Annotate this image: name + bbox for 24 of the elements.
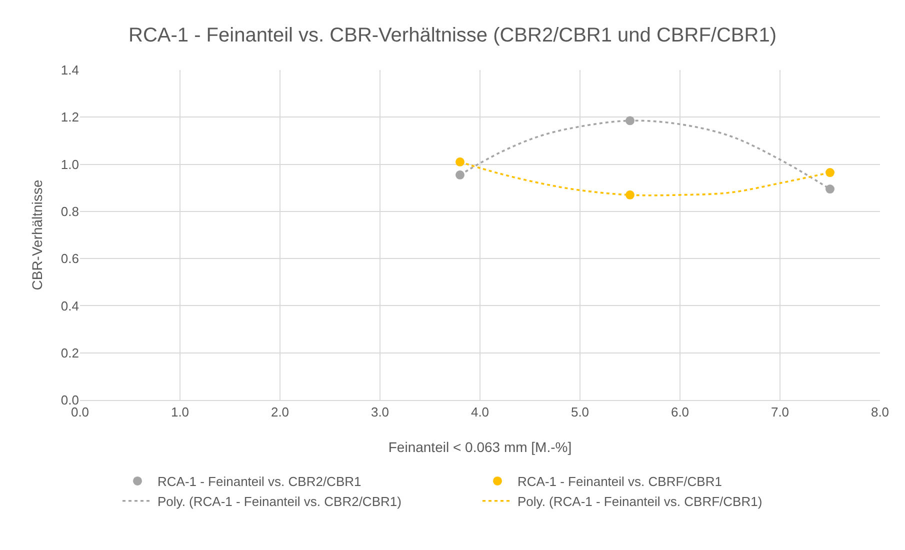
chart-title: RCA-1 - Feinanteil vs. CBR-Verhältnisse (CBR2/CBR1 und CBRF/CBR1) <box>128 24 776 46</box>
y-tick-label: 0.8 <box>60 204 79 219</box>
x-tick-label: 4.0 <box>470 404 490 420</box>
x-tick-label: 7.0 <box>770 404 790 420</box>
x-tick-label: 1.0 <box>170 404 190 420</box>
legend-label: Poly. (RCA-1 - Feinanteil vs. CBRF/CBR1) <box>518 494 762 509</box>
legend-label: Poly. (RCA-1 - Feinanteil vs. CBR2/CBR1) <box>158 494 402 509</box>
y-tick-label: 1.0 <box>60 156 79 172</box>
y-tick-label: 0.4 <box>60 298 79 314</box>
legend-label: RCA-1 - Feinanteil vs. CBR2/CBR1 <box>158 474 362 490</box>
x-tick-label: 8.0 <box>870 404 890 420</box>
x-tick-label: 3.0 <box>370 404 390 420</box>
y-tick-label: 1.4 <box>60 62 79 78</box>
y-tick-label: 1.2 <box>60 110 79 125</box>
x-tick-label: 2.0 <box>270 404 290 420</box>
y-axis-title: CBR-Verhältnisse <box>29 180 45 290</box>
y-tick-label: 0.6 <box>60 251 79 266</box>
point <box>826 168 834 178</box>
x-tick-label: 5.0 <box>570 404 590 420</box>
point <box>826 184 834 194</box>
y-tick-label: 0.2 <box>60 345 79 360</box>
x-axis-title: Feinanteil < 0.063 mm [M.-%] <box>388 439 572 455</box>
legend-label: RCA-1 - Feinanteil vs. CBRF/CBR1 <box>518 474 722 490</box>
x-tick-label: 6.0 <box>670 404 690 420</box>
